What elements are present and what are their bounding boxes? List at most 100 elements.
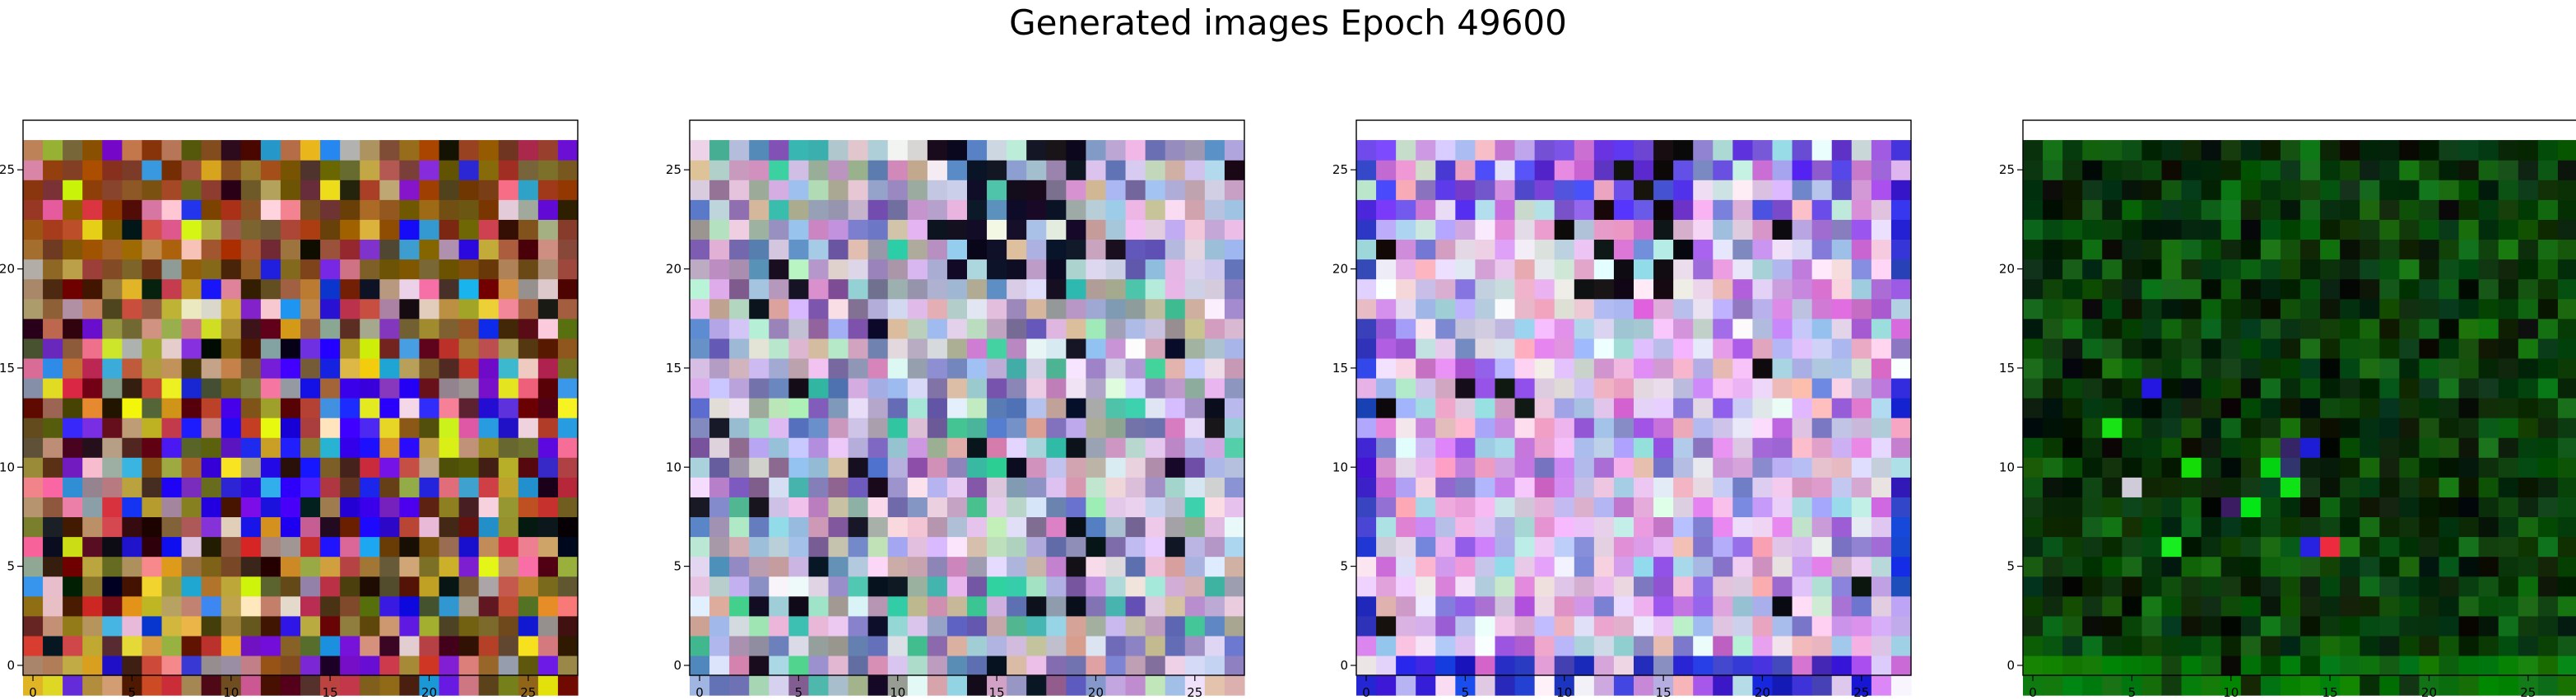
pixel-cell — [419, 497, 440, 518]
pixel-cell — [1376, 140, 1397, 161]
pixel-cell — [1026, 239, 1047, 260]
pixel-cell — [1713, 675, 1733, 696]
pixel-cell — [1534, 536, 1555, 558]
pixel-cell — [1713, 278, 1733, 300]
pixel-cell — [458, 576, 480, 597]
pixel-cell — [2419, 239, 2440, 260]
pixel-cell — [399, 318, 421, 339]
pixel-cell — [1613, 219, 1634, 240]
pixel-cell — [848, 457, 869, 478]
pixel-cell — [2181, 615, 2202, 637]
pixel-cell — [240, 318, 262, 339]
pixel-cell — [2220, 199, 2242, 220]
pixel-cell — [478, 595, 500, 617]
pixel-cell — [1772, 536, 1793, 558]
pixel-cell — [23, 457, 44, 478]
pixel-cell — [2220, 377, 2242, 399]
pixel-cell — [1514, 140, 1536, 161]
pixel-cell — [1613, 556, 1634, 577]
pixel-cell — [907, 318, 928, 339]
pixel-cell — [498, 477, 519, 497]
pixel-cell — [1046, 655, 1067, 676]
pixel-cell — [1105, 457, 1127, 478]
pixel-cell — [2439, 239, 2460, 260]
y-tick-label: 20 — [666, 262, 681, 277]
pixel-cell — [1831, 556, 1853, 577]
pixel-cell — [2399, 140, 2420, 161]
pixel-cell — [2141, 398, 2163, 418]
pixel-cell — [320, 239, 341, 260]
pixel-cell — [1455, 160, 1476, 180]
pixel-cell — [2141, 457, 2163, 478]
pixel-cell — [557, 318, 579, 339]
pixel-cell — [2478, 595, 2499, 617]
pixel-cell — [1732, 497, 1754, 518]
pixel-cell — [987, 615, 1007, 637]
pixel-cell — [828, 635, 849, 656]
pixel-cell — [927, 437, 948, 458]
pixel-cell — [1184, 140, 1206, 161]
y-tick-label: 0 — [2006, 658, 2015, 673]
pixel-cell — [1871, 536, 1892, 558]
pixel-cell — [1007, 595, 1027, 617]
pixel-cell — [221, 655, 242, 676]
pixel-cell — [1145, 278, 1166, 300]
pixel-cell — [2498, 357, 2519, 379]
pixel-cell — [102, 457, 123, 478]
pixel-cell — [1634, 497, 1654, 518]
pixel-cell — [2260, 357, 2281, 379]
pixel-cell — [2043, 239, 2063, 260]
pixel-cell — [1495, 338, 1516, 359]
pixel-cell — [788, 418, 810, 438]
pixel-cell — [1435, 338, 1456, 359]
pixel-cell — [1772, 595, 1793, 617]
pixel-cell — [1574, 437, 1595, 458]
pixel-cell — [2419, 595, 2440, 617]
pixel-cell — [340, 536, 360, 558]
pixel-cell — [848, 140, 869, 161]
pixel-cell — [221, 219, 242, 240]
pixel-cell — [1653, 180, 1674, 200]
pixel-cell — [1475, 418, 1496, 438]
pixel-cell — [1831, 615, 1853, 637]
pixel-cell — [1831, 576, 1853, 597]
pixel-cell — [2043, 278, 2063, 300]
pixel-cell — [808, 180, 830, 200]
pixel-cell — [1356, 298, 1377, 320]
pixel-cell — [1435, 239, 1456, 260]
pixel-cell — [23, 239, 44, 260]
pixel-cell — [2062, 219, 2083, 240]
pixel-cell — [2360, 556, 2380, 577]
pixel-cell — [1396, 377, 1416, 399]
pixel-cell — [201, 675, 222, 696]
pixel-cell — [1086, 259, 1107, 280]
pixel-cell — [379, 219, 400, 240]
pixel-cell — [2399, 477, 2420, 497]
pixel-cell — [1593, 357, 1615, 379]
pixel-cell — [2023, 556, 2044, 577]
pixel-cell — [1613, 338, 1634, 359]
pixel-cell — [2260, 556, 2281, 577]
pixel-cell — [1356, 655, 1377, 676]
pixel-cell — [1455, 418, 1476, 438]
pixel-cell — [2360, 239, 2380, 260]
pixel-cell — [458, 635, 480, 656]
pixel-cell — [122, 318, 143, 339]
pixel-cell — [867, 357, 889, 379]
pixel-cell — [927, 338, 948, 359]
pixel-cell — [1495, 298, 1516, 320]
pixel-cell — [2260, 318, 2281, 339]
pixel-cell — [907, 199, 928, 220]
pixel-cell — [102, 497, 123, 518]
pixel-cell — [848, 259, 869, 280]
pixel-cell — [1435, 377, 1456, 399]
pixel-cell — [379, 457, 400, 478]
pixel-cell — [240, 595, 262, 617]
pixel-cell — [2419, 338, 2440, 359]
pixel-cell — [1574, 219, 1595, 240]
pixel-cell — [1066, 180, 1087, 200]
pixel-cell — [1811, 298, 1833, 320]
pixel-cell — [769, 516, 789, 538]
pixel-cell — [439, 199, 460, 220]
pixel-cell — [2320, 318, 2341, 339]
